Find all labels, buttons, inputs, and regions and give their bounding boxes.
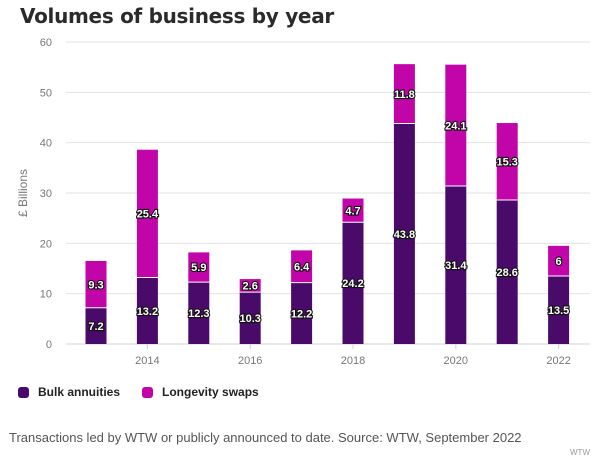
bar-longevity-swaps-2018[interactable]	[342, 198, 364, 223]
y-tick-label: 10	[40, 289, 52, 301]
data-label: 12.3	[188, 308, 209, 320]
bar-longevity-swaps-2022[interactable]	[548, 245, 570, 277]
data-label: 4.7	[345, 205, 360, 217]
data-label: 13.2	[137, 306, 158, 318]
bar-bulk-annuities-2016[interactable]	[239, 292, 261, 344]
data-label: 24.1	[445, 120, 466, 132]
brand-mark: WTW	[570, 448, 590, 457]
data-label: 15.3	[496, 157, 517, 169]
legend-swatch-bulk	[18, 386, 29, 398]
legend-label: Longevity swaps	[162, 385, 259, 399]
bar-longevity-swaps-2014[interactable]	[136, 149, 158, 278]
bar-bulk-annuities-2017[interactable]	[291, 282, 313, 344]
bar-bulk-annuities-2013[interactable]	[85, 307, 107, 344]
y-tick-label: 60	[40, 37, 52, 49]
data-label: 11.8	[394, 89, 415, 101]
bar-longevity-swaps-2013[interactable]	[85, 260, 107, 308]
bar-bulk-annuities-2022[interactable]	[548, 276, 570, 344]
legend: Bulk annuities Longevity swaps	[18, 385, 281, 399]
bar-bulk-annuities-2015[interactable]	[188, 282, 210, 344]
bar-longevity-swaps-2019[interactable]	[393, 64, 415, 124]
data-label: 6.4	[294, 261, 310, 273]
data-label: 12.2	[291, 308, 312, 320]
y-axis-label: £ Billions	[16, 169, 30, 217]
bar-longevity-swaps-2016[interactable]	[239, 279, 261, 293]
data-label: 6	[556, 256, 562, 268]
bar-bulk-annuities-2019[interactable]	[393, 123, 415, 344]
x-tick-label: 2022	[546, 355, 570, 367]
bar-bulk-annuities-2014[interactable]	[136, 277, 158, 344]
data-label: 9.3	[88, 279, 103, 291]
y-tick-label: 50	[40, 87, 52, 99]
x-tick-label: 2014	[135, 355, 159, 367]
data-label: 7.2	[88, 321, 103, 333]
chart-plot: 0 10 20 30 40 50 60 2014 2016 2018 2020 2022 7.2 9.3…	[16, 37, 590, 367]
chart-title: Volumes of business by year	[20, 4, 334, 28]
y-tick-label: 30	[40, 188, 52, 200]
bar-longevity-swaps-2020[interactable]	[445, 64, 467, 186]
x-tick-label: 2020	[444, 355, 468, 367]
bar-longevity-swaps-2015[interactable]	[188, 252, 210, 283]
x-tick-label: 2016	[238, 355, 262, 367]
data-label: 2.6	[243, 281, 258, 293]
legend-item-longevity-swaps[interactable]: Longevity swaps	[142, 385, 259, 399]
bar-bulk-annuities-2021[interactable]	[496, 200, 518, 344]
bar-bulk-annuities-2020[interactable]	[445, 185, 467, 344]
data-label: 43.8	[394, 229, 415, 241]
footnote: Transactions led by WTW or publicly anno…	[9, 430, 522, 445]
bar-longevity-swaps-2017[interactable]	[291, 250, 313, 283]
y-tick-label: 20	[40, 238, 52, 250]
legend-label: Bulk annuities	[38, 385, 121, 399]
data-label: 24.2	[342, 278, 363, 290]
data-label: 31.4	[445, 260, 467, 272]
y-tick-label: 40	[40, 138, 52, 150]
y-tick-label: 0	[46, 339, 52, 351]
x-tick-label: 2018	[341, 355, 365, 367]
data-label: 5.9	[191, 262, 206, 274]
data-label: 25.4	[137, 209, 159, 221]
data-label: 10.3	[239, 313, 260, 325]
legend-item-bulk-annuities[interactable]: Bulk annuities	[18, 385, 120, 399]
bar-bulk-annuities-2018[interactable]	[342, 222, 364, 344]
legend-swatch-longevity	[142, 386, 154, 398]
bar-longevity-swaps-2021[interactable]	[496, 123, 518, 201]
data-label: 28.6	[496, 267, 517, 279]
data-label: 13.5	[548, 305, 569, 317]
